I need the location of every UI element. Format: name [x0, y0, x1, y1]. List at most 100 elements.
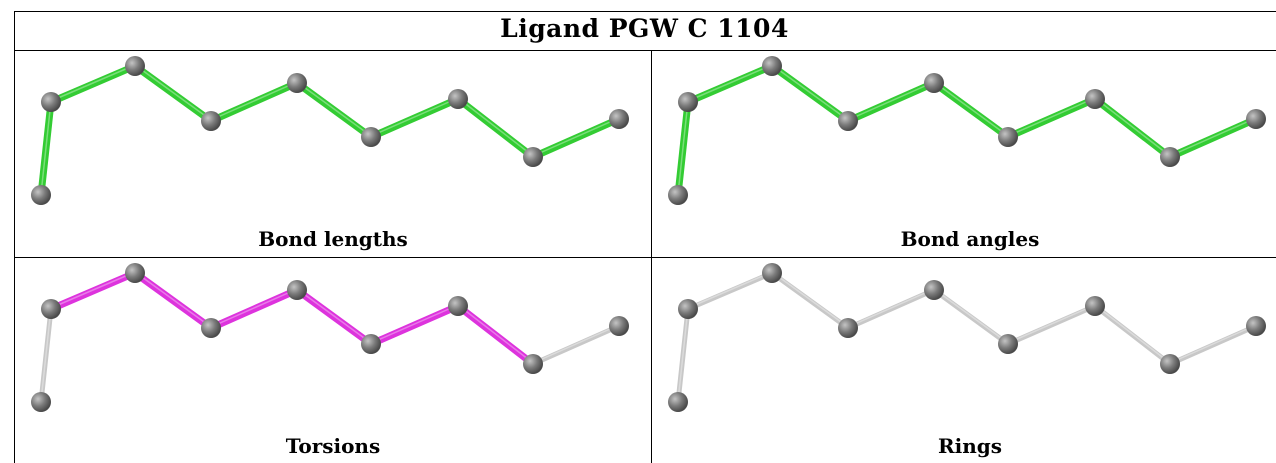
atom	[125, 56, 145, 76]
bond-shine	[370, 304, 459, 344]
atom	[1085, 296, 1105, 316]
table-top-border	[14, 11, 1276, 12]
bond	[207, 79, 301, 125]
molecule-svg	[31, 263, 629, 412]
bond	[844, 79, 938, 125]
bond-shine	[1169, 324, 1257, 364]
title-row-border	[14, 50, 1276, 51]
bond	[674, 98, 692, 199]
atom	[609, 316, 629, 336]
bond	[930, 79, 1012, 141]
atom	[125, 263, 145, 283]
bond-shine	[687, 64, 773, 102]
atom	[678, 92, 698, 112]
atom	[1085, 89, 1105, 109]
bond	[684, 62, 776, 106]
bond	[685, 270, 775, 312]
bond	[1004, 95, 1099, 141]
bond	[47, 269, 139, 313]
atom	[998, 334, 1018, 354]
bond	[293, 79, 375, 141]
bond	[529, 115, 623, 161]
bond	[1005, 303, 1098, 347]
atom	[678, 299, 698, 319]
atom	[838, 111, 858, 131]
bond-shine	[370, 97, 459, 137]
atom	[287, 280, 307, 300]
bond	[1167, 323, 1259, 367]
bond-shine	[1169, 117, 1257, 157]
bond	[367, 95, 462, 141]
table-left-border	[14, 11, 15, 463]
panel-bond-lengths: Bond lengths	[15, 51, 651, 256]
bond	[845, 287, 937, 331]
bond-shine	[50, 64, 136, 102]
bond	[454, 95, 537, 161]
bond-shine	[687, 271, 773, 309]
bond-shine	[457, 304, 534, 364]
bond	[1166, 115, 1260, 161]
panel-torsions: Torsions	[15, 258, 651, 463]
bond-shine	[771, 271, 849, 328]
bond-shine	[1094, 304, 1171, 364]
bond	[454, 302, 537, 368]
bond	[37, 98, 55, 199]
atom	[201, 111, 221, 131]
atom	[924, 280, 944, 300]
atom	[1160, 147, 1180, 167]
bond	[38, 306, 54, 405]
bond-shine	[771, 64, 849, 121]
middle-row-border	[14, 257, 1276, 258]
bond-shine	[296, 288, 372, 344]
bond-shine	[210, 81, 298, 121]
atom	[668, 392, 688, 412]
bond	[47, 62, 139, 106]
bond-shine	[847, 288, 935, 328]
bond-shine	[134, 271, 212, 328]
bond-shine	[40, 100, 52, 195]
bond	[131, 62, 215, 125]
bond-shine	[40, 307, 52, 402]
bond-shine	[457, 97, 534, 157]
atom	[361, 127, 381, 147]
bond-shine	[532, 117, 620, 157]
atom	[448, 296, 468, 316]
atom	[41, 299, 61, 319]
atom	[998, 127, 1018, 147]
panel-caption: Rings	[937, 434, 1002, 458]
figure-title: Ligand PGW C 1104	[500, 14, 789, 43]
bond-shine	[296, 81, 372, 137]
atom	[201, 318, 221, 338]
bond	[293, 286, 375, 348]
bond	[1091, 95, 1174, 161]
column-divider	[651, 50, 652, 463]
molecule-svg	[668, 56, 1266, 205]
atom	[1246, 109, 1266, 129]
bond-shine	[847, 81, 935, 121]
bond-shine	[1094, 97, 1171, 157]
bond-shine	[1007, 97, 1096, 137]
atom	[1160, 354, 1180, 374]
molecule-svg	[668, 263, 1266, 412]
bond	[131, 269, 215, 332]
bond-shine	[1007, 304, 1096, 344]
bond-shine	[50, 271, 136, 309]
bond-shine	[677, 100, 689, 195]
bond	[675, 306, 691, 405]
atom	[448, 89, 468, 109]
bond-shine	[532, 324, 620, 364]
atom	[838, 318, 858, 338]
bond	[931, 287, 1011, 347]
atom	[762, 263, 782, 283]
molecule-svg	[31, 56, 629, 205]
bond	[1092, 303, 1173, 367]
atom	[287, 73, 307, 93]
panel-caption: Bond angles	[900, 227, 1040, 251]
bond	[768, 62, 852, 125]
bond-shine	[677, 307, 689, 402]
atom	[668, 185, 688, 205]
panel-bond-angles: Bond angles	[652, 51, 1276, 256]
atom	[523, 147, 543, 167]
atom	[31, 185, 51, 205]
bond-shine	[134, 64, 212, 121]
